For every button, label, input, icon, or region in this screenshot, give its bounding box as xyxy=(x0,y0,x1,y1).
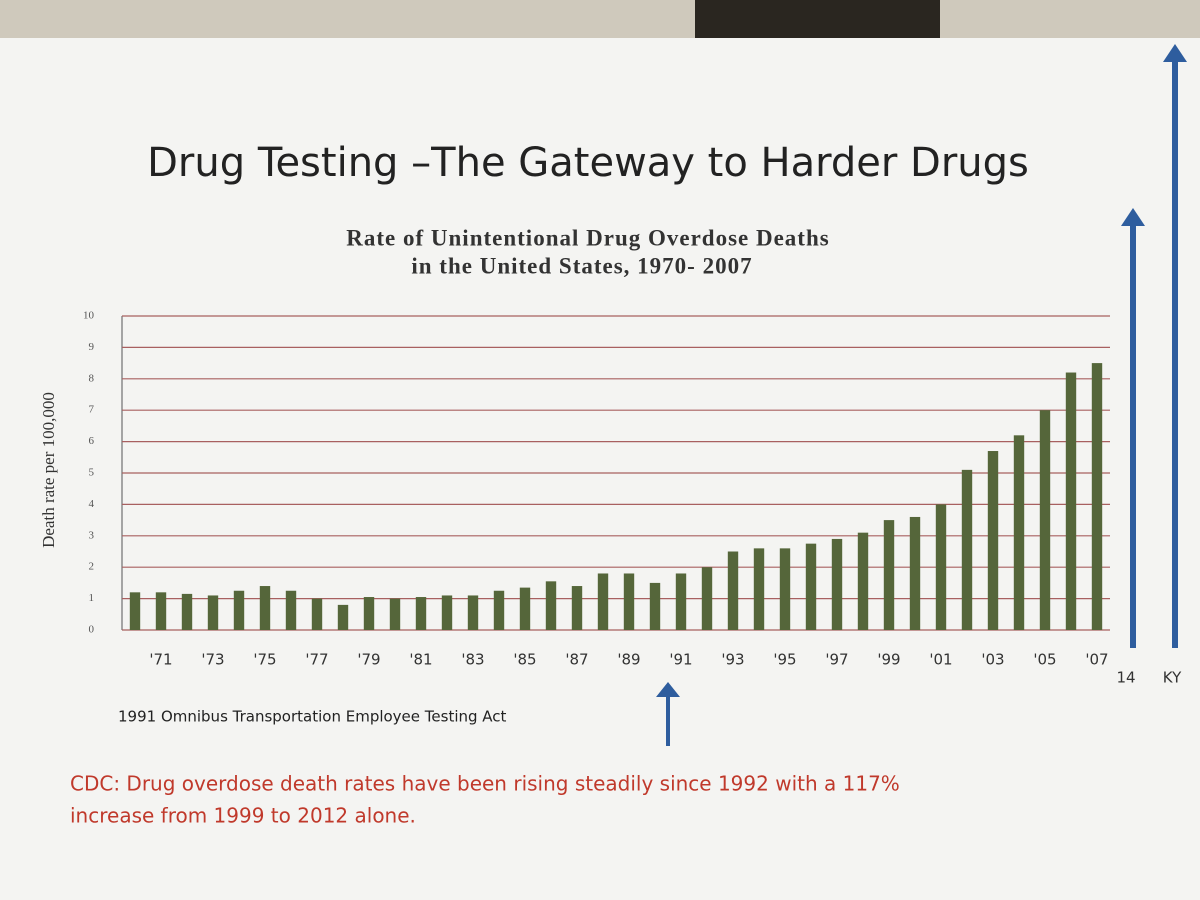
chart-title: in the United States, 1970- 2007 xyxy=(411,253,752,278)
annotation: 1991 Omnibus Transportation Employee Tes… xyxy=(118,708,507,726)
bar xyxy=(675,573,687,630)
bar xyxy=(961,469,973,630)
bar xyxy=(857,532,869,630)
bar xyxy=(779,548,791,630)
extra-label: 14 xyxy=(1116,669,1135,687)
bar xyxy=(181,593,193,630)
bar xyxy=(1039,410,1051,630)
x-tick-label: '93 xyxy=(721,651,744,669)
x-tick-label: '05 xyxy=(1033,651,1056,669)
slide-title: Drug Testing –The Gateway to Harder Drug… xyxy=(147,140,1029,186)
x-tick-label: '87 xyxy=(565,651,588,669)
y-tick-label: 0 xyxy=(89,624,95,636)
arrow-head xyxy=(1121,208,1145,226)
bar xyxy=(389,598,401,630)
y-tick-label: 4 xyxy=(89,498,95,510)
x-tick-label: '75 xyxy=(253,651,276,669)
y-tick-label: 2 xyxy=(89,561,95,573)
x-tick-label: '95 xyxy=(773,651,796,669)
footnote: increase from 1999 to 2012 alone. xyxy=(70,804,416,828)
x-tick-label: '91 xyxy=(669,651,692,669)
bar xyxy=(649,582,661,630)
x-tick-label: '99 xyxy=(877,651,900,669)
x-tick-label: '03 xyxy=(981,651,1004,669)
background xyxy=(0,0,1200,40)
bar xyxy=(337,604,349,630)
bar xyxy=(831,538,843,630)
x-tick-label: '77 xyxy=(305,651,328,669)
bar xyxy=(701,567,713,630)
y-tick-label: 3 xyxy=(89,529,95,541)
y-tick-label: 1 xyxy=(89,592,95,604)
bar xyxy=(597,573,609,630)
bar xyxy=(1013,435,1025,630)
bar xyxy=(441,595,453,630)
bar xyxy=(207,595,219,630)
arrow-head xyxy=(1163,44,1187,62)
x-tick-label: '81 xyxy=(409,651,432,669)
bar xyxy=(415,597,427,630)
bar xyxy=(545,581,557,630)
x-tick-label: '01 xyxy=(929,651,952,669)
bar xyxy=(155,592,167,630)
bar xyxy=(233,590,245,630)
bar xyxy=(727,551,739,630)
bar xyxy=(935,504,947,630)
x-tick-label: '07 xyxy=(1085,651,1108,669)
bar xyxy=(493,590,505,630)
bar xyxy=(987,451,999,630)
arrow-head xyxy=(656,682,680,697)
y-tick-label: 9 xyxy=(89,341,95,353)
bar xyxy=(259,586,271,630)
bar xyxy=(1065,372,1077,630)
y-axis-label: Death rate per 100,000 xyxy=(39,392,58,548)
x-tick-label: '97 xyxy=(825,651,848,669)
bar xyxy=(467,595,479,630)
x-tick-label: '83 xyxy=(461,651,484,669)
y-tick-label: 10 xyxy=(83,310,95,322)
bar xyxy=(623,573,635,630)
bar xyxy=(909,516,921,630)
bar xyxy=(571,586,583,630)
bar xyxy=(805,543,817,630)
x-tick-label: '71 xyxy=(149,651,172,669)
footnote: CDC: Drug overdose death rates have been… xyxy=(70,772,900,796)
y-tick-label: 8 xyxy=(89,372,95,384)
bar xyxy=(129,592,141,630)
bar xyxy=(519,587,531,630)
slide-surface xyxy=(0,38,1200,900)
arrows xyxy=(656,44,1187,746)
bar xyxy=(1091,363,1103,630)
bar xyxy=(311,598,323,630)
bar xyxy=(363,597,375,630)
y-tick-label: 7 xyxy=(89,404,95,416)
x-tick-label: '79 xyxy=(357,651,380,669)
x-tick-label: '73 xyxy=(201,651,224,669)
bar xyxy=(285,590,297,630)
x-tick-label: '89 xyxy=(617,651,640,669)
extra-label: KY xyxy=(1163,669,1182,687)
x-tick-label: '85 xyxy=(513,651,536,669)
bar xyxy=(753,548,765,630)
y-tick-label: 5 xyxy=(89,467,95,479)
chart-title: Rate of Unintentional Drug Overdose Deat… xyxy=(346,225,829,250)
y-tick-label: 6 xyxy=(89,435,95,447)
bar xyxy=(883,520,895,630)
background-object xyxy=(695,0,940,45)
